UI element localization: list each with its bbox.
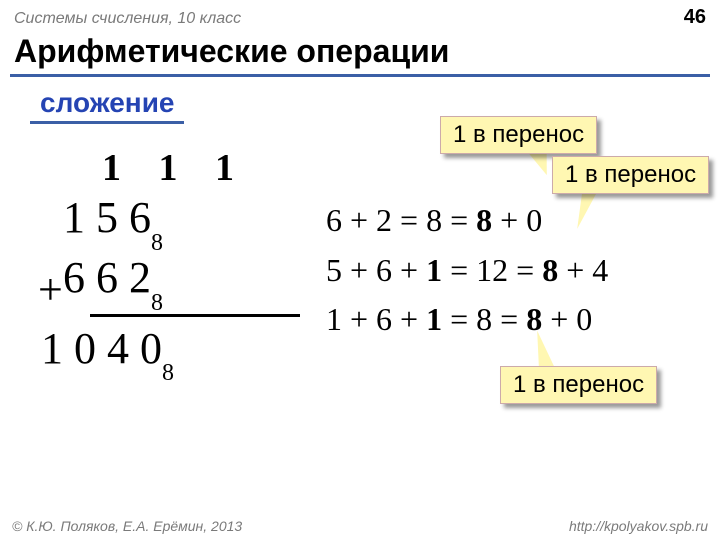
- footer-bar: © К.Ю. Поляков, Е.А. Ерёмин, 2013 http:/…: [0, 518, 720, 534]
- plus-sign: +: [38, 264, 63, 315]
- explain-line-1: 6 + 2 = 8 = 8 + 0: [326, 196, 696, 246]
- explanation-block: 6 + 2 = 8 = 8 + 0 5 + 6 + 1 = 12 = 8 + 4…: [326, 196, 696, 345]
- page-title: Арифметические операции: [0, 31, 720, 74]
- page-number: 46: [684, 6, 706, 29]
- callout-1: 1 в перенос: [440, 116, 597, 154]
- header-subject: Системы счисления, 10 класс: [14, 10, 241, 28]
- sum-line: [90, 314, 300, 317]
- title-rule: [10, 74, 710, 77]
- sum-row: 1 0 4 08: [30, 321, 320, 381]
- footer-url: http://kpolyakov.spb.ru: [569, 518, 708, 534]
- section-label: сложение: [30, 85, 184, 124]
- addition-block: 1 1 1 1 5 68 + 6 6 28 1 0 4 08: [30, 146, 320, 380]
- addend-1: 1 5 68: [30, 190, 320, 250]
- callout-2: 1 в перенос: [552, 156, 709, 194]
- explain-line-3: 1 + 6 + 1 = 8 = 8 + 0: [326, 295, 696, 345]
- callout-3: 1 в перенос: [500, 366, 657, 404]
- addend-2: 6 6 28: [30, 250, 320, 310]
- footer-author: © К.Ю. Поляков, Е.А. Ерёмин, 2013: [12, 518, 242, 534]
- explain-line-2: 5 + 6 + 1 = 12 = 8 + 4: [326, 246, 696, 296]
- header-bar: Системы счисления, 10 класс 46: [0, 0, 720, 31]
- carry-row: 1 1 1: [30, 146, 320, 190]
